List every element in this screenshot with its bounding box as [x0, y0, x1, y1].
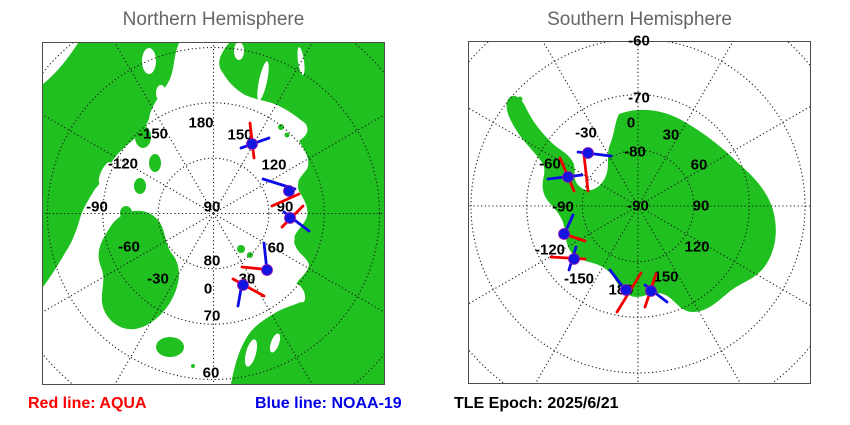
graticule-label: -120 [107, 155, 139, 173]
sea-channel [234, 43, 244, 60]
graticule-label: 80 [203, 252, 221, 270]
graticule-label: -60 [118, 238, 140, 256]
graticule-label: 70 [203, 307, 221, 325]
landmass-island [134, 178, 146, 194]
tle-epoch: TLE Epoch: 2025/6/21 [454, 395, 619, 412]
graticule-label: -120 [534, 241, 566, 259]
north-landmasses [43, 43, 384, 384]
landmass-island [237, 245, 245, 253]
landmass-island [517, 96, 523, 102]
graticule-label: -80 [624, 143, 646, 161]
graticule-label: 90 [203, 198, 221, 216]
sea-channel [257, 61, 269, 101]
graticule-group [43, 43, 384, 384]
graticule-label: -90 [552, 198, 574, 216]
graticule-label: 60 [690, 156, 708, 174]
graticule-label: 60 [267, 239, 285, 257]
graticule-label: 180 [188, 114, 214, 132]
graticule-label: 180 [608, 281, 634, 299]
sea-channel [92, 206, 104, 224]
graticule-label: 90 [276, 198, 294, 216]
north-hemisphere-map: 180 -150 150 -120 120 -90 90 90 -60 60 80 -30 30 0 70 6… [42, 42, 385, 385]
graticule-label: -70 [628, 89, 650, 107]
graticule-label: 150 [653, 268, 679, 286]
landmass-north-america [43, 43, 179, 287]
graticule-label: 90 [692, 197, 710, 215]
graticule-label: -90 [86, 198, 108, 216]
graticule-label: 30 [238, 270, 256, 288]
sea-channel [113, 185, 125, 205]
north-map-title: Northern Hemisphere [122, 9, 305, 30]
latitude-circle [470, 42, 806, 374]
fjord [244, 339, 258, 367]
south-map-canvas [469, 42, 810, 383]
fjord [269, 333, 281, 353]
landmass-antarctica [506, 95, 776, 312]
sea-channel [81, 231, 93, 247]
graticule-label: -150 [563, 270, 595, 288]
graticule-label: 30 [662, 126, 680, 144]
landmass-island [278, 124, 284, 130]
graticule-label: 60 [202, 364, 220, 382]
landmass-island [284, 132, 290, 138]
landmass-greenland [98, 210, 179, 330]
white-sea [292, 283, 306, 303]
latitude-circle [581, 149, 695, 263]
latitude-circle [46, 46, 381, 381]
graticule-label: -60 [628, 32, 650, 50]
landmass-island [149, 154, 161, 172]
graticule-labels: 180 -150 150 -120 120 -90 90 90 -60 60 80 -30 30 0 70 6… [43, 43, 384, 384]
graticule-labels: -60 -70 0 30 -30 -80 60 -60 -90 -90 90 -120 120 -150 1… [469, 34, 810, 383]
graticule-label: -60 [539, 155, 561, 173]
graticule-label: -30 [575, 124, 597, 142]
south-landmasses [506, 95, 776, 312]
sea-channel [98, 161, 112, 185]
legend-aqua: Red line: AQUA [28, 395, 147, 412]
latitude-circle [157, 157, 270, 270]
landmass-iceland [156, 337, 184, 357]
graticule-label: 120 [261, 156, 287, 174]
graticule-label: -150 [137, 125, 169, 143]
sea-channel [156, 85, 166, 101]
south-map-title: Southern Hemisphere [547, 9, 732, 30]
south-hemisphere-map: -60 -70 0 30 -30 -80 60 -60 -90 -90 90 -120 120 -150 1… [468, 34, 811, 384]
graticule-group [469, 42, 810, 383]
north-map-canvas [43, 43, 384, 384]
graticule-label: 0 [203, 280, 213, 298]
graticule-label: 120 [684, 238, 710, 256]
landmass-island [247, 252, 253, 258]
graticule-label: -30 [147, 270, 169, 288]
landmass-eurasia [219, 43, 384, 384]
graticule-label: -90 [627, 197, 649, 215]
landmass-island [191, 364, 195, 368]
landmass-island [135, 126, 151, 148]
graticule-label: 150 [227, 126, 253, 144]
legend-noaa19: Blue line: NOAA-19 [255, 395, 402, 412]
graticule-label: 0 [626, 114, 636, 132]
